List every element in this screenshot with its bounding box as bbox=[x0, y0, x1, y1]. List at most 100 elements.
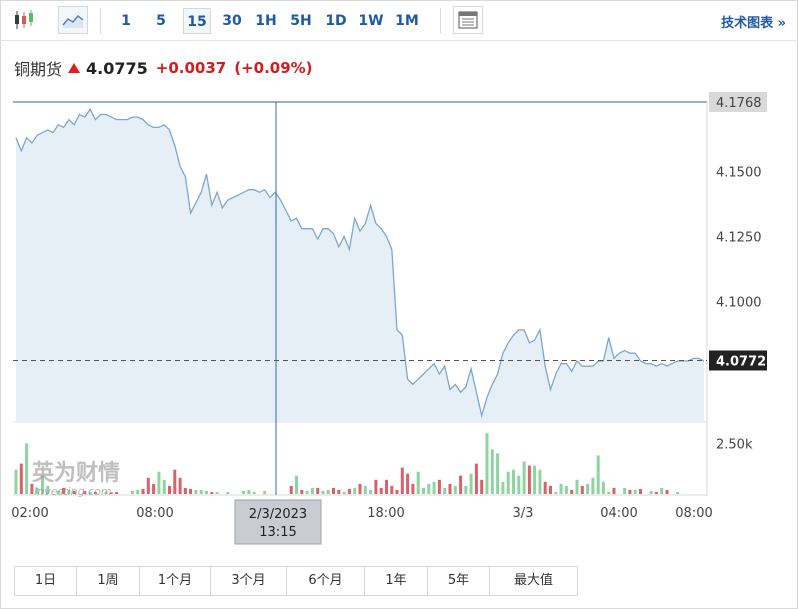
x-tick-label: 08:00 bbox=[675, 506, 712, 521]
volume-bar bbox=[358, 483, 362, 494]
volume-bar bbox=[337, 489, 341, 494]
x-tick-label: 04:00 bbox=[600, 506, 637, 521]
volume-bar bbox=[205, 491, 208, 494]
volume-bar bbox=[654, 492, 658, 494]
range-1d[interactable]: 1日 bbox=[15, 567, 77, 595]
volume-bar bbox=[369, 489, 373, 494]
volume-bar bbox=[300, 489, 304, 494]
volume-bar bbox=[480, 479, 484, 494]
volume-bar bbox=[422, 487, 425, 494]
volume-bar bbox=[130, 491, 134, 494]
volume-bar bbox=[109, 492, 113, 494]
volume-bar bbox=[580, 485, 584, 494]
range-5y[interactable]: 5年 bbox=[428, 567, 490, 595]
range-6m[interactable]: 6个月 bbox=[287, 567, 365, 595]
volume-bar bbox=[559, 483, 563, 494]
volume-bar bbox=[247, 489, 251, 494]
volume-bar bbox=[363, 485, 367, 494]
volume-bar bbox=[67, 489, 71, 494]
volume-bar bbox=[570, 489, 574, 494]
volume-bar bbox=[379, 487, 383, 494]
volume-bar bbox=[527, 465, 531, 494]
volume-bar bbox=[607, 492, 611, 494]
volume-bar bbox=[533, 465, 537, 494]
last-price-box bbox=[709, 350, 767, 371]
volume-bar bbox=[178, 477, 182, 494]
volume-bar bbox=[564, 485, 568, 494]
timeframe-1d[interactable]: 1D bbox=[325, 13, 347, 29]
crosshair-date: 2/3/2023 bbox=[249, 507, 307, 522]
watermark-logo: 英为财情 bbox=[32, 460, 120, 486]
volume-bar bbox=[374, 479, 378, 494]
volume-bar bbox=[416, 471, 420, 494]
volume-bar bbox=[390, 485, 394, 494]
toolbar-divider bbox=[440, 8, 441, 34]
timeframe-5[interactable]: 5 bbox=[156, 13, 166, 29]
volume-bar bbox=[490, 449, 494, 494]
toolbar-divider bbox=[100, 8, 101, 34]
y-tick-label: 4.1250 bbox=[716, 230, 762, 245]
volume-bar bbox=[168, 485, 171, 494]
volume-bar bbox=[146, 477, 150, 494]
volume-bar bbox=[464, 485, 468, 494]
volume-bar bbox=[332, 487, 335, 494]
timeframe-5h[interactable]: 5H bbox=[290, 13, 312, 29]
timeframe-1w[interactable]: 1W bbox=[358, 13, 384, 29]
volume-bar bbox=[226, 492, 230, 494]
volume-bar bbox=[35, 487, 39, 494]
volume-bar bbox=[263, 491, 267, 494]
volume-bar bbox=[326, 489, 330, 494]
range-1m[interactable]: 1个月 bbox=[140, 567, 211, 595]
volume-bar bbox=[406, 473, 410, 494]
volume-bar bbox=[173, 469, 177, 494]
volume-bar bbox=[316, 487, 320, 494]
volume-bar bbox=[665, 489, 669, 494]
volume-bar bbox=[46, 485, 50, 494]
volume-bar bbox=[549, 485, 552, 494]
volume-bar bbox=[596, 455, 600, 494]
volume-bar bbox=[660, 487, 664, 494]
timeframe-1h[interactable]: 1H bbox=[255, 13, 277, 29]
volume-bar bbox=[575, 479, 579, 494]
volume-bar bbox=[183, 487, 187, 494]
volume-bar bbox=[199, 489, 203, 494]
price-chart[interactable]: 4.1500 4.1250 4.1000 4.1768 4.0772 2.50k 英为财情I… bbox=[0, 0, 798, 560]
x-tick-label: 02:00 bbox=[11, 506, 48, 521]
volume-bar bbox=[295, 475, 298, 494]
volume-bar bbox=[189, 488, 193, 494]
candlestick-icon[interactable] bbox=[10, 6, 40, 34]
volume-bar bbox=[501, 481, 505, 494]
volume-bar bbox=[152, 483, 156, 494]
last-price-label: 4.0772 bbox=[716, 354, 766, 369]
volume-bar bbox=[93, 492, 97, 494]
table-view-icon[interactable] bbox=[453, 6, 483, 34]
volume-bar bbox=[194, 489, 198, 494]
range-1y[interactable]: 1年 bbox=[365, 567, 428, 595]
y-tick-label: 4.1000 bbox=[716, 295, 762, 310]
timeframe-30[interactable]: 30 bbox=[222, 13, 242, 29]
volume-bar bbox=[474, 463, 478, 494]
timeframe-1m[interactable]: 1M bbox=[395, 13, 419, 29]
high-price-box bbox=[709, 92, 767, 112]
crosshair-time: 13:15 bbox=[259, 525, 296, 540]
volume-bar bbox=[633, 489, 637, 494]
instrument-name: 铜期货 bbox=[14, 60, 63, 79]
range-1w[interactable]: 1周 bbox=[77, 567, 140, 595]
range-max[interactable]: 最大值 bbox=[513, 573, 553, 588]
volume-bar bbox=[512, 469, 515, 494]
volume-bar bbox=[210, 492, 214, 494]
x-tick-label: 18:00 bbox=[367, 506, 404, 521]
volume-bar bbox=[215, 492, 219, 494]
volume-bar bbox=[56, 491, 60, 494]
technical-chart-link[interactable]: 技术图表 » bbox=[721, 16, 786, 31]
volume-bar bbox=[591, 477, 595, 494]
volume-bar bbox=[104, 491, 108, 494]
area-chart-icon[interactable] bbox=[58, 6, 88, 34]
volume-bar bbox=[427, 483, 431, 494]
timeframe-15[interactable]: 15 bbox=[183, 8, 211, 34]
volume-bar bbox=[485, 433, 489, 494]
range-selector: 1日 1周 1个月 3个月 6个月 1年 5年 最大值 bbox=[14, 566, 578, 596]
range-3m[interactable]: 3个月 bbox=[211, 567, 287, 595]
timeframe-1[interactable]: 1 bbox=[121, 13, 131, 29]
y-tick-label: 4.1500 bbox=[716, 166, 762, 181]
